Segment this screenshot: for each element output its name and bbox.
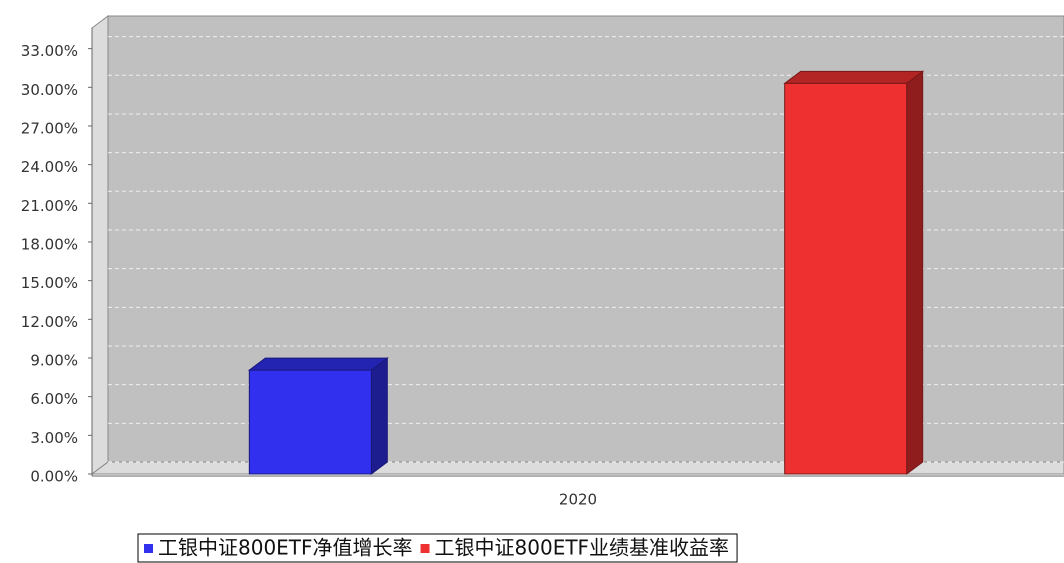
bar-top: [783, 70, 925, 84]
y-tick-label: 24.00%: [21, 158, 78, 176]
y-tick-label: 0.00%: [30, 468, 78, 486]
bar-top: [247, 357, 389, 371]
bar: [248, 369, 372, 475]
legend-swatch: [144, 544, 153, 553]
side-wall: [91, 15, 109, 475]
legend: 工银中证800ETF净值增长率 工银中证800ETF业绩基准收益率: [137, 533, 738, 563]
y-tick-label: 15.00%: [21, 274, 78, 292]
x-tick-label: 2020: [559, 491, 597, 509]
y-tick-label: 9.00%: [30, 351, 78, 369]
y-tick-label: 6.00%: [30, 390, 78, 408]
y-tick-label: 27.00%: [21, 119, 78, 137]
y-tick-label: 3.00%: [30, 429, 78, 447]
y-tick-label: 18.00%: [21, 235, 78, 253]
bar-side: [906, 70, 924, 475]
legend-swatch: [420, 544, 430, 553]
y-tick-label: 30.00%: [21, 81, 78, 99]
bar-side: [370, 357, 388, 475]
y-tick-label: 12.00%: [21, 313, 78, 331]
legend-label: 工银中证800ETF净值增长率: [158, 536, 413, 560]
bar: [784, 82, 908, 475]
legend-label: 工银中证800ETF业绩基准收益率: [435, 536, 730, 560]
y-tick-label: 33.00%: [21, 42, 78, 60]
legend-box: [137, 533, 738, 563]
y-tick-label: 21.00%: [21, 197, 78, 215]
